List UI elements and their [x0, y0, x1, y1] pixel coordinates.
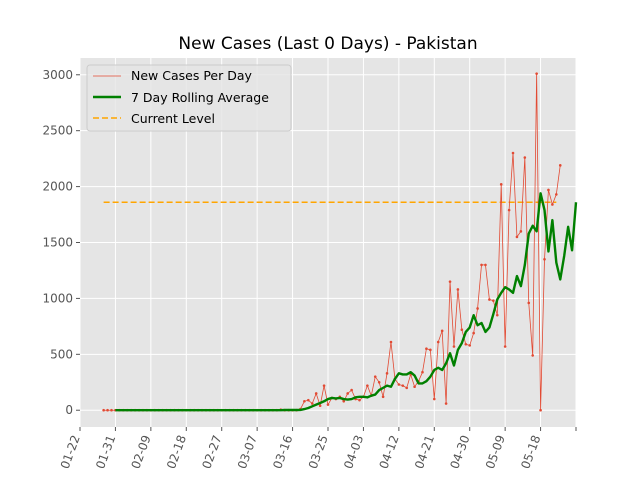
daily-point	[531, 354, 534, 357]
daily-point	[432, 397, 436, 401]
daily-point	[492, 299, 495, 302]
daily-point	[110, 408, 113, 412]
daily-point	[551, 203, 554, 206]
series-7-day-rolling-average-line	[115, 192, 578, 412]
daily-point	[464, 342, 468, 346]
daily-point	[535, 72, 538, 75]
daily-point	[425, 347, 428, 351]
daily-point	[381, 395, 385, 399]
daily-point	[555, 193, 558, 196]
daily-point	[476, 307, 479, 310]
daily-point	[346, 392, 349, 395]
daily-point	[456, 288, 460, 291]
y-tick-label: 2000	[42, 180, 73, 194]
daily-point	[527, 301, 531, 305]
daily-point	[488, 298, 491, 301]
legend-label-current-level: Current Level	[131, 111, 215, 126]
daily-point	[106, 408, 109, 412]
legend-label-new-cases-per-day: New Cases Per Day	[131, 68, 252, 83]
daily-point	[397, 383, 401, 386]
daily-point	[326, 403, 330, 406]
daily-point	[547, 188, 550, 192]
daily-point	[322, 384, 326, 387]
daily-point	[310, 402, 314, 405]
daily-point	[472, 331, 475, 335]
daily-point	[511, 151, 515, 155]
daily-point	[515, 235, 519, 239]
daily-point	[558, 164, 562, 167]
y-axis: 0 500 1000 1500 2000 2500 3000	[42, 68, 80, 417]
daily-point	[429, 348, 432, 352]
daily-point	[373, 375, 377, 378]
daily-point	[350, 388, 353, 392]
daily-point	[385, 372, 389, 375]
daily-point	[342, 399, 346, 403]
daily-point	[436, 340, 440, 344]
daily-point	[318, 404, 322, 408]
daily-point	[102, 408, 105, 412]
daily-point	[539, 408, 542, 412]
y-tick-label: 1000	[42, 291, 73, 305]
daily-point	[452, 345, 456, 348]
daily-point	[366, 384, 369, 387]
daily-point	[314, 392, 318, 395]
daily-point	[440, 329, 444, 333]
daily-point	[468, 344, 472, 347]
series-layer	[102, 72, 578, 412]
chart-title: New Cases (Last 0 Days) - Pakistan	[178, 34, 477, 54]
legend: New Cases Per Day 7 Day Rolling Average …	[86, 64, 292, 132]
legend-label-7-day-rolling-average: 7 Day Rolling Average	[131, 90, 269, 105]
y-tick-label: 3000	[42, 68, 73, 82]
daily-point	[401, 384, 405, 387]
daily-point	[495, 313, 499, 317]
daily-point	[523, 156, 527, 159]
y-tick-label: 500	[50, 347, 73, 361]
daily-point	[307, 398, 310, 402]
y-tick-label: 1500	[42, 236, 73, 250]
daily-point	[503, 345, 507, 348]
daily-point	[499, 183, 503, 186]
daily-point	[480, 263, 483, 267]
daily-point	[421, 370, 424, 374]
legend-box	[86, 64, 292, 132]
daily-point	[358, 398, 361, 402]
daily-point	[389, 340, 393, 344]
y-tick-label: 0	[65, 403, 73, 417]
daily-point	[519, 230, 523, 233]
daily-point	[460, 328, 464, 332]
daily-point	[448, 280, 452, 283]
daily-point	[444, 402, 448, 405]
daily-point	[507, 208, 511, 212]
daily-point	[484, 263, 487, 267]
daily-point	[413, 385, 416, 389]
y-tick-label: 2500	[42, 124, 73, 138]
daily-point	[405, 386, 409, 390]
daily-point	[303, 399, 306, 403]
daily-point	[543, 257, 546, 261]
daily-point	[377, 380, 381, 384]
